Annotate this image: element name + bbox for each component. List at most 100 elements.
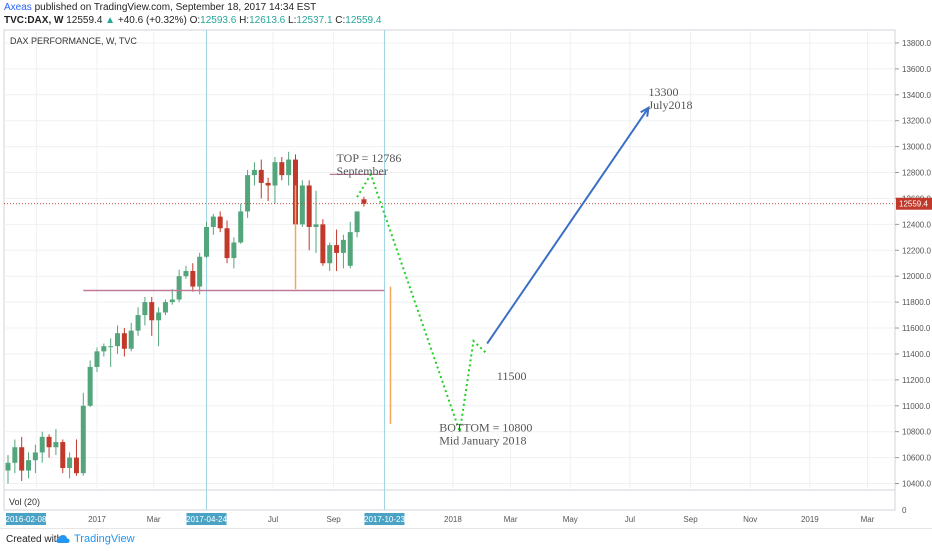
candle-body [142,302,148,316]
candle-body [183,271,189,277]
candle-body [87,366,93,406]
candle-body [80,405,86,474]
candle-body [334,245,340,253]
candle-body [53,442,59,448]
candle-body [26,460,32,471]
publish-info: Axeas published on TradingView.com, Sept… [4,2,316,13]
candle-body [238,211,244,243]
x-tick-label: 2017 [88,515,106,524]
x-highlight-badge [186,513,227,525]
x-tick-label: Sep [327,515,342,524]
candle-body [32,452,38,461]
x-tick-label: Jul [625,515,635,524]
candle-body [60,442,66,468]
chart-area[interactable]: TOP = 12786 September 11500 BOTTOM = 10800 M… [0,28,932,528]
candle-body [231,242,237,259]
created-with-text: Created with [6,534,63,545]
candle-body [190,271,196,287]
y-tick-label: 11200.0 [902,376,931,385]
candle-body [162,302,168,313]
y-tick-label: 10800.0 [902,428,931,437]
x-tick-label: Mar [147,515,161,524]
chart-header: Axeas published on TradingView.com, Sept… [0,0,932,28]
y-tick-label: 11400.0 [902,350,931,359]
chart-title: DAX PERFORMANCE, W, TVC [10,36,137,46]
projection-arrow-head [640,105,650,117]
candle-body [279,162,285,176]
candle-body [313,224,319,227]
y-tick-label: 12400.0 [902,220,931,229]
y-tick-label: 13400.0 [902,91,931,100]
author-link[interactable]: Axeas [4,2,32,13]
projection-path [356,171,488,433]
open-value: 12593.6 [200,15,237,26]
volume-axis-tick: 0 [902,506,907,515]
x-highlight-label: 2016-02-08 [6,515,47,524]
y-tick-label: 13200.0 [902,117,931,126]
candle-body [361,199,367,204]
candle-body [265,182,271,186]
candle-body [156,312,162,321]
candle-body [347,232,353,266]
candle-body [251,169,257,176]
y-tick-label: 10400.0 [902,480,931,489]
last-price-badge [896,197,932,210]
candle-body [210,216,216,227]
symbol-label: TVC:DAX, W [4,15,64,26]
candle-body [12,447,18,463]
candle-body [108,346,114,348]
candle-body [73,457,79,474]
candle-body [121,333,127,349]
x-tick-label: Mar [861,515,875,524]
last-price-label: 12559.4 [899,200,928,209]
x-tick-label: Sep [683,515,698,524]
footer: Created with TradingView [0,528,932,551]
high-value: 12613.6 [249,15,286,26]
annotation-text: July2018 [648,98,692,112]
projection-arrow-line [486,107,650,345]
x-highlight-badge [6,513,46,525]
candle-body [245,175,251,212]
candle-body [258,169,264,183]
candle-body [149,302,155,321]
low-value: 12537.1 [296,15,333,26]
candle-body [272,162,278,186]
candle-body [354,211,360,233]
up-arrow-icon: ▲ [105,15,116,26]
x-tick-label: 2018 [444,515,462,524]
close-value: 12559.4 [345,15,382,26]
annotation-text: September [337,164,388,178]
candle-body [320,224,326,264]
candle-body [135,315,141,331]
y-tick-label: 12000.0 [902,272,931,281]
candle-body [115,333,121,347]
x-tick-label: Mar [504,515,518,524]
candle-body [217,216,223,229]
low-label: L: [288,15,297,26]
candle-body [19,447,25,471]
candle-body [204,226,210,257]
volume-label: Vol (20) [9,497,40,507]
y-tick-label: 13800.0 [902,39,931,48]
candle-body [128,330,134,349]
annotation-text: Mid January 2018 [439,434,526,448]
candle-body [299,185,305,225]
y-tick-label: 11000.0 [902,402,931,411]
annotation-text: 11500 [497,369,527,383]
candle-body [94,351,100,367]
candle-body [46,436,52,448]
x-highlight-badge [364,513,405,525]
open-label: O: [189,15,201,26]
candle-body [306,185,312,227]
tradingview-cloud-icon [56,535,70,543]
tradingview-brand-link[interactable]: TradingView [74,533,135,545]
close-label: C: [335,15,346,26]
candle-body [101,346,107,352]
x-highlight-label: 2017-04-24 [186,515,227,524]
candle-body [39,436,45,453]
y-tick-label: 13600.0 [902,65,931,74]
candle-body [197,256,203,287]
y-tick-label: 11800.0 [902,298,931,307]
last-price: 12559.4 [66,15,103,26]
